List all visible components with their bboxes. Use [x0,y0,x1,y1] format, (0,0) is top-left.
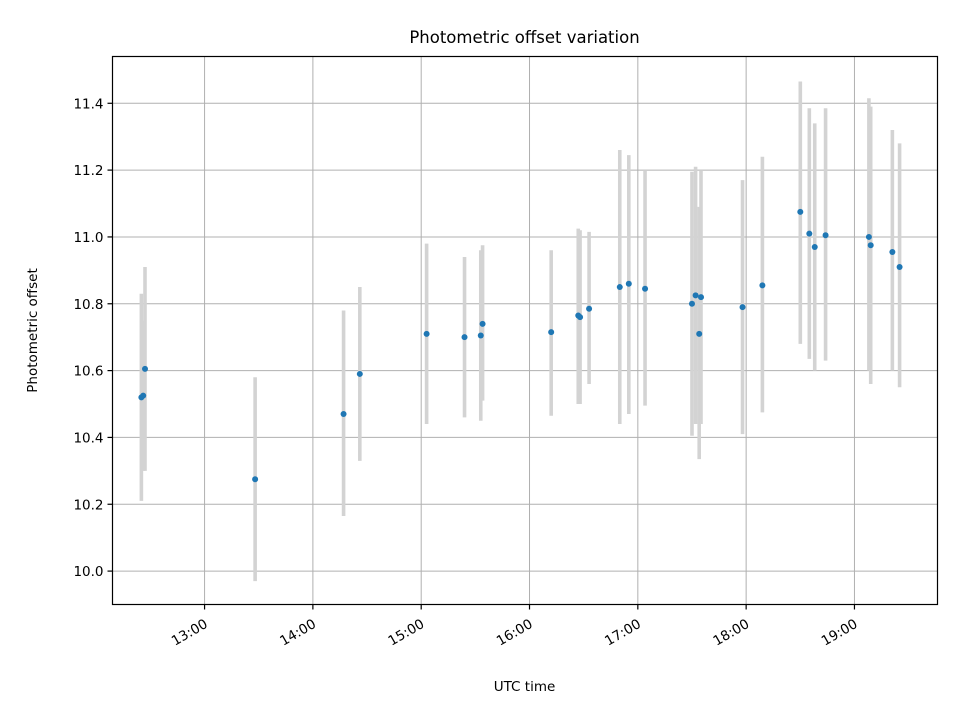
data-point [889,248,896,255]
data-point [867,242,874,249]
data-point [461,334,468,341]
data-point [696,330,703,337]
data-point [865,233,872,240]
data-point [806,230,813,237]
x-tick-label: 18:00 [710,616,752,649]
y-tick-label: 11.0 [73,230,103,246]
chart-title: Photometric offset variation [409,28,639,47]
x-tick-label: 19:00 [819,616,861,649]
data-point [739,304,746,311]
x-tick-label: 13:00 [169,616,211,649]
data-point [356,370,363,377]
data-point [625,280,632,287]
y-tick-label: 10.4 [73,430,103,446]
x-tick-label: 14:00 [277,616,319,649]
x-axis-label: UTC time [494,679,556,695]
data-point [477,332,484,339]
data-point [688,300,695,307]
y-tick-label: 11.2 [73,163,103,179]
data-point [822,232,829,239]
x-tick-label: 16:00 [494,616,536,649]
data-points [138,208,903,483]
data-point [896,264,903,271]
error-bars [139,81,902,582]
y-axis-label: Photometric offset [25,268,41,392]
data-point [140,392,147,399]
data-point [811,243,818,250]
x-axis-ticks: 13:00 14:00 15:00 16:00 17:00 18:00 19:00 [169,604,861,649]
data-point [141,365,148,372]
x-tick-label: 15:00 [386,616,428,649]
y-tick-label: 10.6 [73,364,103,380]
data-point [692,292,699,299]
data-point [423,330,430,337]
data-point [252,476,259,483]
plot-frame [111,55,939,606]
data-point [479,320,486,327]
y-tick-label: 10.8 [73,297,103,313]
data-point [548,329,555,336]
data-point [586,305,593,312]
data-point [698,294,705,301]
y-axis-ticks: 10.0 10.2 10.4 10.6 10.8 11.0 11.2 11.4 [73,96,113,580]
x-tick-label: 17:00 [602,616,644,649]
data-point [616,284,623,291]
data-point [577,314,584,321]
data-point [642,285,649,292]
data-point [340,411,347,418]
y-tick-label: 11.4 [73,96,103,112]
y-tick-label: 10.2 [73,497,103,513]
data-point [797,208,804,215]
y-tick-label: 10.0 [73,564,103,580]
data-point [759,282,766,289]
